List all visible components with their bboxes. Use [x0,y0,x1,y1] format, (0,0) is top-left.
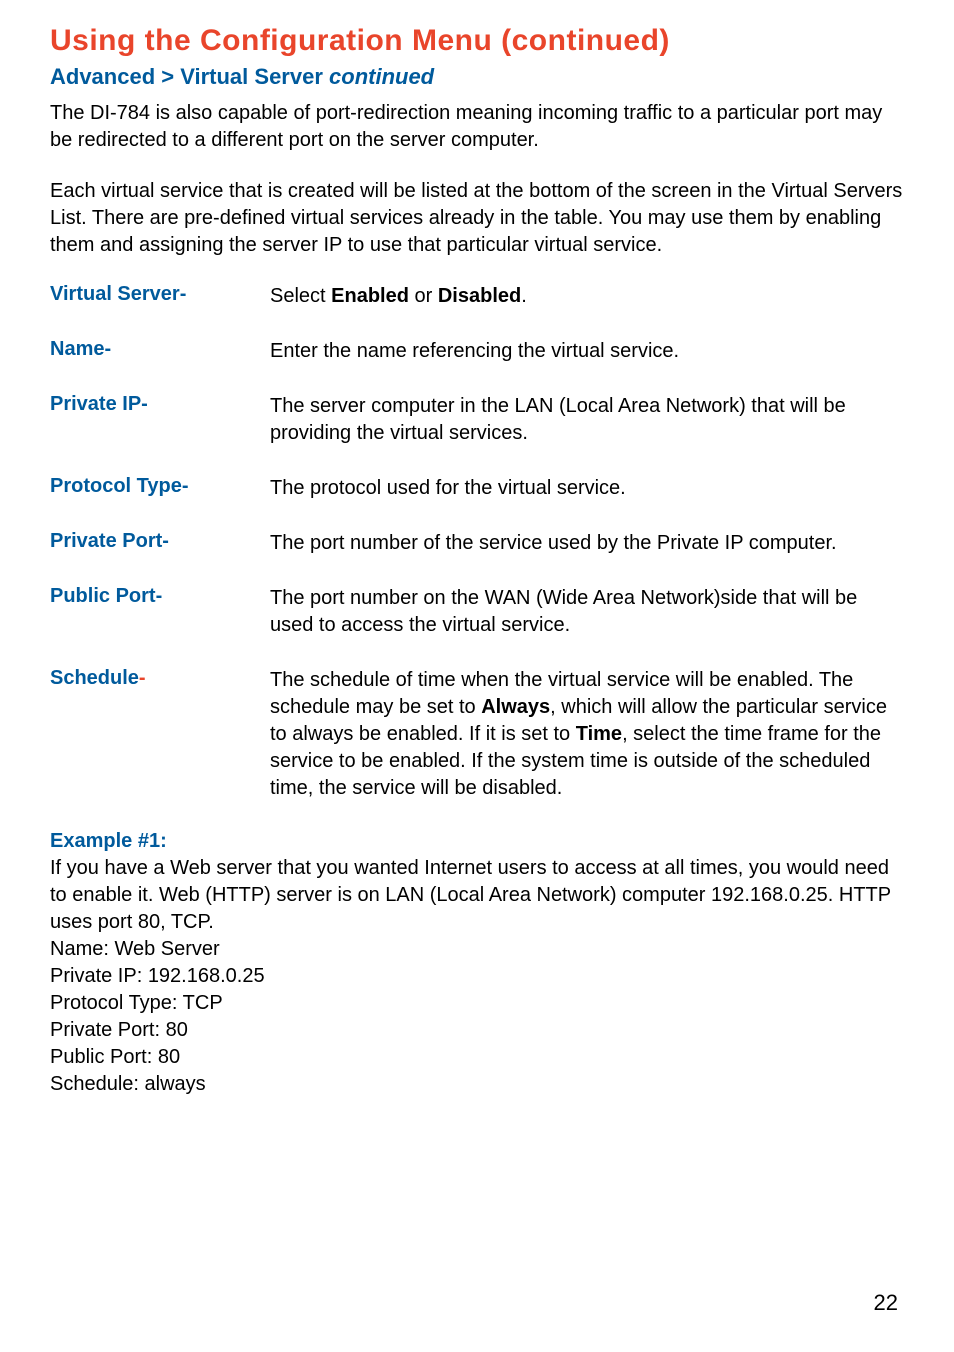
desc-public-port: The port number on the WAN (Wide Area Ne… [270,585,904,639]
definition-public-port: Public Port- The port number on the WAN … [50,585,904,639]
example-body: If you have a Web server that you wanted… [50,855,904,1098]
term-private-ip: Private IP- [50,393,270,447]
page-number: 22 [874,1290,898,1316]
definition-schedule: Schedule- The schedule of time when the … [50,667,904,802]
term-schedule: Schedule- [50,667,270,802]
bold-disabled: Disabled [438,285,521,307]
text-fragment: or [409,285,438,307]
term-public-port: Public Port- [50,585,270,639]
term-schedule-dash: - [139,667,146,689]
subtitle-italic: continued [329,64,434,89]
text-fragment: Select [270,285,331,307]
definition-name: Name- Enter the name referencing the vir… [50,338,904,365]
example-line-protocol: Protocol Type: TCP [50,992,223,1014]
definition-virtual-server: Virtual Server- Select Enabled or Disabl… [50,283,904,310]
bold-enabled: Enabled [331,285,409,307]
page-title: Using the Configuration Menu (continued) [50,24,904,58]
example-line-schedule: Schedule: always [50,1073,206,1095]
bold-always: Always [481,696,550,718]
intro-paragraph-2: Each virtual service that is created wil… [50,178,904,259]
desc-private-port: The port number of the service used by t… [270,530,904,557]
intro-paragraph-1: The DI-784 is also capable of port-redir… [50,100,904,154]
term-name: Name- [50,338,270,365]
example-intro: If you have a Web server that you wanted… [50,857,891,933]
term-protocol-type: Protocol Type- [50,475,270,502]
example-line-private-port: Private Port: 80 [50,1019,188,1041]
text-fragment: . [521,285,527,307]
example-line-name: Name: Web Server [50,938,220,960]
desc-protocol-type: The protocol used for the virtual servic… [270,475,904,502]
desc-name: Enter the name referencing the virtual s… [270,338,904,365]
term-private-port: Private Port- [50,530,270,557]
term-virtual-server: Virtual Server- [50,283,270,310]
desc-virtual-server: Select Enabled or Disabled. [270,283,904,310]
subtitle-prefix: Advanced > Virtual Server [50,64,329,89]
desc-schedule: The schedule of time when the virtual se… [270,667,904,802]
term-schedule-text: Schedule [50,667,139,689]
example-heading: Example #1: [50,830,904,853]
definition-protocol-type: Protocol Type- The protocol used for the… [50,475,904,502]
definition-private-port: Private Port- The port number of the ser… [50,530,904,557]
example-line-public-port: Public Port: 80 [50,1046,180,1068]
definition-private-ip: Private IP- The server computer in the L… [50,393,904,447]
page-subtitle: Advanced > Virtual Server continued [50,64,904,90]
desc-private-ip: The server computer in the LAN (Local Ar… [270,393,904,447]
bold-time: Time [576,723,622,745]
example-line-private-ip: Private IP: 192.168.0.25 [50,965,265,987]
